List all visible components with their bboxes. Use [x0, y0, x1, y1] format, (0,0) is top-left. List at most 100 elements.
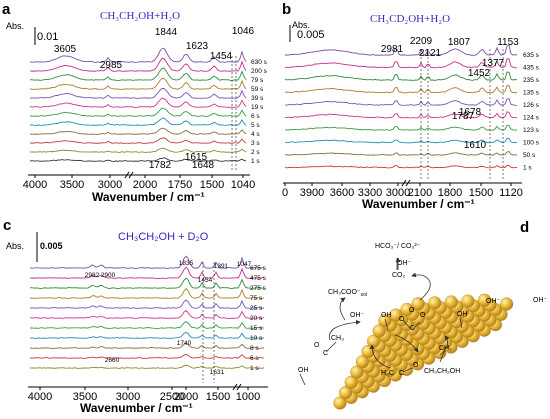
label-acetate-main: CH₃COO⁻ [328, 289, 361, 296]
a-time-label-8: 4 s [251, 131, 260, 138]
c-peak-label-5: 1047 [237, 261, 252, 268]
diagram-arrows [299, 257, 463, 386]
b-time-label-4: 126 s [523, 102, 540, 109]
gold-atom-4-11 [477, 293, 492, 307]
b-tick-label-6: 1800 [438, 187, 462, 199]
c-spectrum-8 [29, 342, 265, 349]
c-time-label-5: 20 s [250, 315, 263, 322]
bond-oh-2 [384, 318, 389, 331]
label-ch3: CH₃ [331, 335, 344, 342]
c-peak-label-low-2: 1631 [210, 369, 225, 376]
panel-b-title: CH₃CD₂OH+H₂O [370, 13, 450, 25]
gold-atom-1-0 [339, 386, 353, 400]
label-o-2: O [409, 307, 415, 314]
label-h3c: H₃C [381, 370, 394, 377]
b-spectrum-3 [284, 85, 518, 94]
panel-c: c CH₃CH₂OH + D₂O Abs. 0.005 4000 3500 3000… [3, 217, 268, 415]
label-oh-surface-2: OH [457, 311, 468, 318]
b-time-label-2: 235 s [523, 77, 540, 84]
arrow-loop-5 [328, 319, 361, 341]
c-time-label-6: 15 s [250, 325, 263, 332]
c-spectrum-1 [29, 266, 264, 279]
panel-c-scale-value: 0.005 [40, 241, 63, 251]
panel-d: d HCO₃⁻/ CO₃²⁻ OH⁻ CO₂ CH₃COO⁻sol OH⁻ OH… [298, 219, 548, 410]
b-tick-label-0: 0 [282, 187, 288, 199]
b-time-label-9: 1 s [523, 165, 532, 172]
b-spectrum-8 [284, 150, 518, 156]
b-axis-break-0 [401, 179, 407, 187]
c-tick-label-0: 4000 [28, 391, 52, 403]
c-tick-label-3: 2500 [160, 391, 184, 403]
b-tick-label-5: 2100 [408, 187, 432, 199]
gold-atom-0-0 [333, 396, 347, 410]
c-spectrum-4 [29, 299, 265, 309]
b-peak-label-3: 1807 [448, 37, 471, 48]
c-time-label-7: 10 s [250, 335, 263, 342]
gold-atom-7-5 [428, 296, 442, 310]
a-spectrum-9 [29, 137, 247, 144]
panel-a-letter: a [2, 1, 11, 18]
c-peak-label-3: 1454 [198, 277, 213, 284]
a-tick-label-5: 1500 [200, 179, 224, 191]
gold-surface [333, 293, 514, 410]
a-axis-break-0 [124, 171, 130, 179]
b-time-label-5: 124 s [523, 115, 540, 122]
panel-a: a CH₃CH₂OH+H₂O Abs. 0.01 4000 3500 3000 200… [2, 1, 268, 204]
a-peak-label-2: 1844 [155, 27, 178, 38]
b-spectrum-1 [285, 58, 518, 69]
arrow-loop-1 [411, 272, 431, 301]
c-spectrum-6 [29, 321, 265, 329]
c-peak-label-1: 2900 [101, 272, 116, 279]
a-tick-label-1: 3500 [60, 179, 84, 191]
a-time-label-10: 2 s [251, 149, 260, 156]
b-time-label-0: 635 s [523, 52, 540, 59]
a-spectrum-3 [29, 77, 247, 90]
a-peak-label-4: 1454 [210, 51, 233, 62]
gold-atom-2-0 [344, 375, 358, 389]
gold-atom-8-3 [411, 297, 425, 311]
gold-atom-7-0 [372, 324, 386, 338]
a-time-label-0: 630 s [251, 59, 268, 66]
a-spectrum-5 [29, 97, 247, 108]
a-axis-break-b-0 [128, 171, 134, 179]
label-o-4: O [399, 316, 405, 323]
c-peak-label-2: 1835 [179, 260, 194, 267]
c-tick-label-1: 3500 [73, 391, 97, 403]
c-spectrum-2 [29, 277, 265, 289]
label-bicarbonate: HCO₃⁻/ CO₃²⁻ [375, 243, 421, 250]
b-spectrum-5 [285, 111, 518, 119]
a-time-label-9: 3 s [251, 140, 260, 147]
label-oh-1: OH⁻ [350, 312, 365, 319]
b-time-label-3: 135 s [523, 90, 540, 97]
label-o-1: O [314, 342, 320, 349]
b-tick-label-3: 3300 [358, 187, 382, 199]
label-co2: CO₂ [392, 272, 406, 279]
arrow-loop-2 [439, 335, 450, 356]
c-spectrum-9 [29, 353, 265, 359]
a-spectrum-11 [29, 157, 247, 162]
panel-c-letter: c [3, 217, 11, 234]
label-c-1: C [323, 350, 328, 357]
b-spectrum-7 [284, 137, 518, 144]
b-spectrum-6 [284, 124, 518, 131]
b-peak-label-4: 1452 [468, 68, 491, 79]
a-time-label-3: 59 s [251, 86, 264, 93]
b-spectrum-9 [284, 164, 518, 169]
panel-a-scale-label: Abs. [6, 21, 24, 31]
a-spectrum-4 [29, 88, 247, 99]
c-time-label-1: 475 s [250, 275, 267, 282]
b-peak-label-6: 1153 [497, 37, 519, 48]
gold-atom-8-2 [400, 302, 414, 316]
bond-3 [411, 321, 421, 331]
c-time-label-4: 25 s [250, 305, 263, 312]
c-time-label-0: 675 s [250, 265, 267, 272]
c-tick-label-5: 1500 [206, 391, 230, 403]
b-peak-label-low-2: 1610 [464, 140, 487, 151]
a-peak-label-3: 1623 [186, 41, 209, 52]
c-axis-break-b-0 [236, 383, 242, 391]
a-spectrum-0 [29, 47, 247, 63]
c-tick-label-2: 3000 [116, 391, 140, 403]
diagram-labels: HCO₃⁻/ CO₃²⁻ OH⁻ CO₂ CH₃COO⁻sol OH⁻ OH⁻ … [298, 243, 548, 377]
panel-c-title: CH₃CH₂OH + D₂O [118, 231, 209, 243]
